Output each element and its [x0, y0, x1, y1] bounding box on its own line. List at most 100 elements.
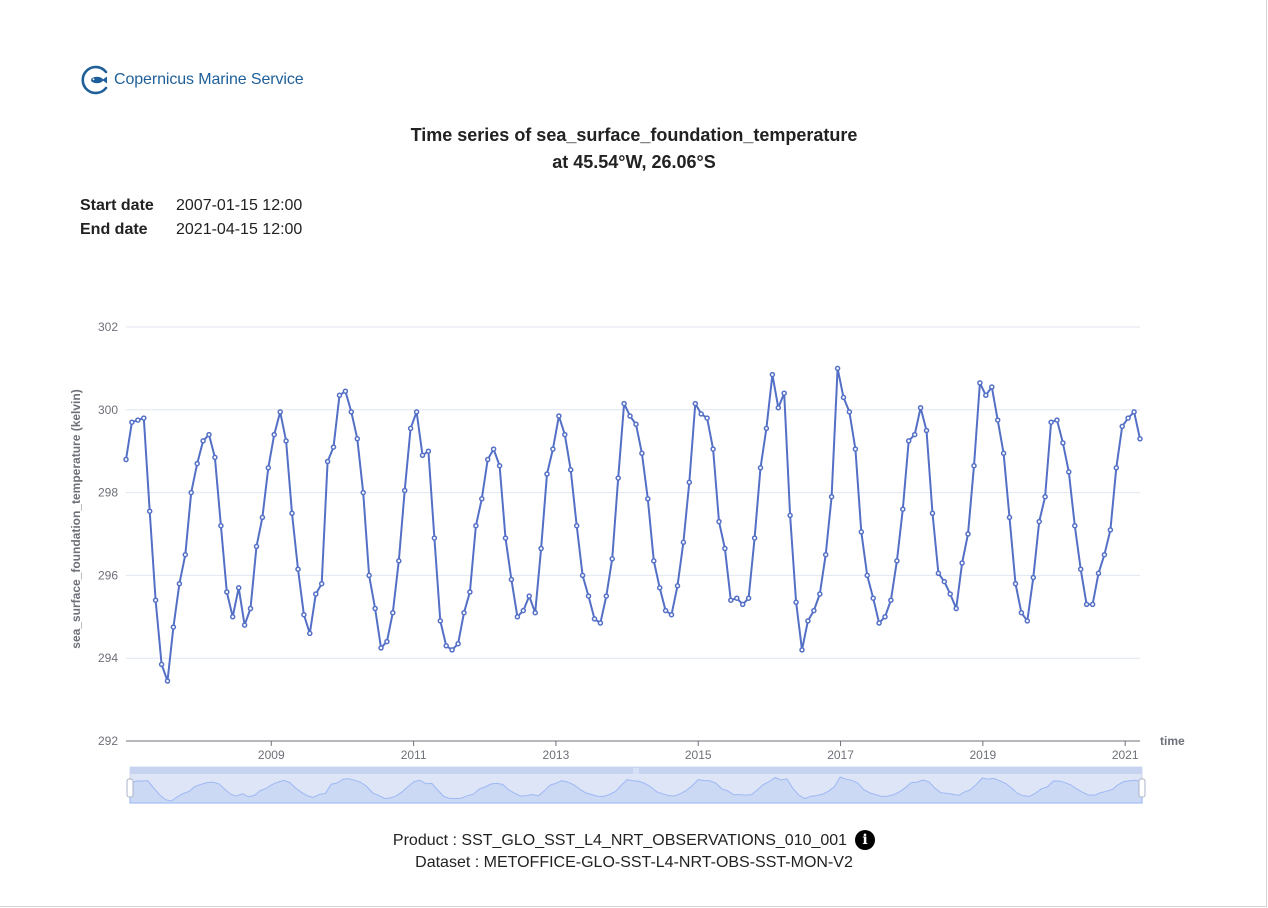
data-point[interactable]	[336, 392, 343, 399]
data-point[interactable]	[1042, 493, 1048, 500]
data-point[interactable]	[164, 678, 171, 684]
data-point[interactable]	[313, 591, 319, 597]
data-point[interactable]	[894, 558, 900, 564]
data-point[interactable]	[135, 417, 141, 423]
data-point[interactable]	[123, 456, 129, 463]
data-point[interactable]	[680, 539, 687, 546]
data-point[interactable]	[235, 585, 242, 591]
data-point[interactable]	[757, 465, 764, 471]
data-point[interactable]	[579, 572, 586, 579]
data-point[interactable]	[253, 543, 260, 550]
zoom-top-bar[interactable]	[130, 767, 1142, 774]
data-point[interactable]	[846, 409, 853, 415]
data-point[interactable]	[739, 601, 746, 608]
data-point[interactable]	[490, 446, 497, 452]
data-point[interactable]	[716, 518, 722, 525]
zoom-handle-right[interactable]	[1138, 778, 1146, 798]
data-point[interactable]	[828, 493, 835, 500]
data-point[interactable]	[514, 614, 521, 620]
data-point[interactable]	[247, 605, 254, 612]
data-point[interactable]	[1036, 518, 1042, 525]
data-point[interactable]	[508, 576, 515, 583]
data-point[interactable]	[710, 446, 716, 452]
data-point[interactable]	[567, 467, 574, 473]
data-point[interactable]	[372, 605, 378, 612]
data-point[interactable]	[781, 390, 787, 396]
data-point[interactable]	[633, 421, 639, 428]
data-point[interactable]	[674, 583, 681, 589]
data-point[interactable]	[129, 419, 135, 425]
data-point[interactable]	[390, 609, 396, 616]
data-point[interactable]	[1125, 415, 1131, 421]
data-point[interactable]	[496, 462, 503, 469]
data-point[interactable]	[396, 558, 402, 564]
data-point[interactable]	[621, 400, 627, 407]
data-point[interactable]	[585, 593, 592, 599]
data-point[interactable]	[977, 380, 983, 386]
data-point[interactable]	[627, 413, 633, 419]
data-point[interactable]	[425, 448, 432, 454]
data-point[interactable]	[751, 535, 758, 541]
data-point[interactable]	[787, 512, 793, 519]
data-point[interactable]	[265, 465, 272, 471]
data-point[interactable]	[449, 647, 455, 653]
data-point[interactable]	[639, 450, 645, 457]
data-point[interactable]	[360, 489, 366, 496]
data-point[interactable]	[176, 580, 183, 587]
data-point[interactable]	[817, 591, 823, 597]
data-point[interactable]	[573, 522, 580, 529]
data-point[interactable]	[905, 438, 912, 444]
data-point[interactable]	[443, 643, 449, 649]
data-point[interactable]	[354, 436, 361, 442]
data-point[interactable]	[1012, 580, 1019, 587]
data-point[interactable]	[858, 529, 865, 535]
data-point[interactable]	[419, 452, 426, 459]
data-point[interactable]	[461, 609, 467, 616]
data-point[interactable]	[330, 444, 337, 450]
data-point[interactable]	[1048, 419, 1054, 425]
data-point[interactable]	[520, 607, 527, 614]
data-point[interactable]	[212, 454, 218, 461]
data-point[interactable]	[840, 394, 847, 401]
data-point[interactable]	[822, 551, 829, 558]
data-point[interactable]	[965, 531, 971, 537]
data-point[interactable]	[467, 589, 473, 595]
data-point[interactable]	[407, 425, 414, 432]
data-point[interactable]	[900, 506, 906, 512]
data-point[interactable]	[953, 605, 959, 612]
data-point[interactable]	[876, 620, 882, 626]
data-point[interactable]	[591, 616, 598, 622]
time-series-chart[interactable]: 292 294 296 298 300 302 sea_surface_foundatio…	[0, 300, 1268, 820]
data-point[interactable]	[479, 496, 485, 502]
data-point[interactable]	[651, 558, 657, 564]
data-point[interactable]	[1119, 423, 1125, 430]
data-point[interactable]	[271, 431, 277, 438]
data-point[interactable]	[200, 438, 206, 444]
data-point[interactable]	[1066, 469, 1072, 475]
data-point[interactable]	[1083, 601, 1090, 608]
data-point[interactable]	[668, 611, 675, 618]
data-point[interactable]	[1137, 436, 1143, 442]
data-point[interactable]	[318, 580, 325, 587]
data-points[interactable]	[123, 365, 1143, 684]
data-point[interactable]	[615, 475, 621, 481]
brand-logo[interactable]: Copernicus Marine Service	[80, 64, 304, 96]
data-point[interactable]	[1024, 618, 1031, 624]
data-point[interactable]	[146, 508, 153, 514]
data-point[interactable]	[194, 460, 200, 467]
data-point[interactable]	[455, 640, 461, 647]
data-point[interactable]	[864, 572, 870, 579]
data-point[interactable]	[769, 371, 776, 378]
data-point[interactable]	[917, 404, 924, 411]
data-point[interactable]	[888, 597, 894, 603]
data-point[interactable]	[342, 388, 349, 394]
data-point[interactable]	[413, 409, 420, 415]
data-point[interactable]	[656, 585, 663, 591]
data-point[interactable]	[1131, 409, 1137, 415]
data-point[interactable]	[1006, 514, 1013, 521]
data-point[interactable]	[799, 647, 805, 653]
data-point[interactable]	[923, 427, 930, 434]
data-point[interactable]	[793, 599, 799, 606]
data-point[interactable]	[775, 404, 782, 411]
data-point[interactable]	[562, 431, 568, 438]
